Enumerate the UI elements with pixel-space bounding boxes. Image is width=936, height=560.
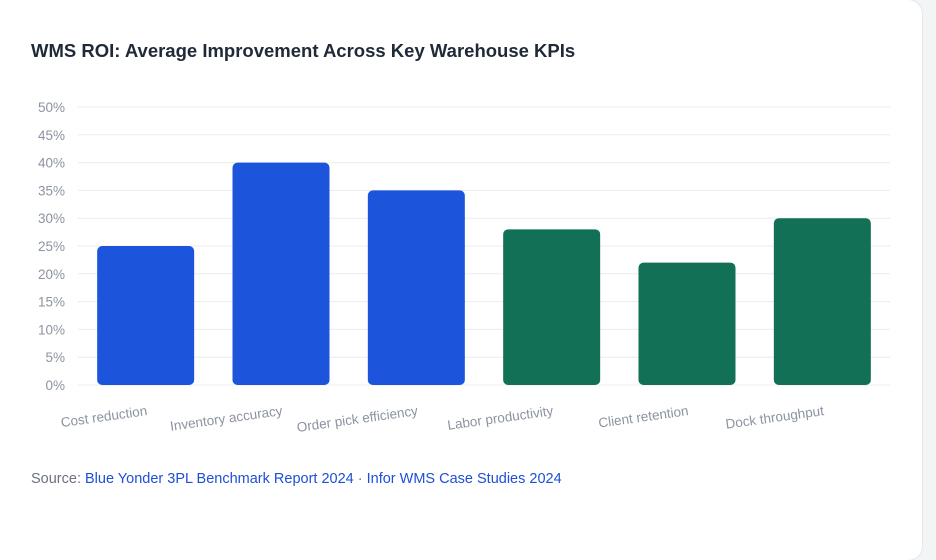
x-tick-label: Order pick efficiency	[296, 403, 419, 435]
chart-title: WMS ROI: Average Improvement Across Key …	[31, 40, 576, 61]
bar	[638, 262, 736, 385]
y-tick-label: 15%	[38, 295, 65, 310]
x-tick-label: Client retention	[597, 403, 689, 430]
source-separator: ·	[357, 471, 363, 487]
x-tick-label: Dock throughput	[725, 403, 825, 432]
y-tick-label: 45%	[38, 128, 65, 143]
y-tick-label: 25%	[38, 239, 65, 254]
source-line: Source: Blue Yonder 3PL Benchmark Report…	[31, 471, 562, 487]
x-tick-label: Labor productivity	[446, 403, 554, 433]
x-tick-label: Cost reduction	[60, 403, 148, 430]
x-tick-label: Inventory accuracy	[169, 403, 284, 434]
bar	[367, 190, 465, 385]
bar	[503, 229, 601, 385]
bar	[232, 162, 330, 385]
source-link-infor[interactable]: Infor WMS Case Studies 2024	[366, 471, 562, 487]
y-tick-label: 5%	[45, 350, 65, 365]
y-tick-label: 10%	[38, 322, 65, 337]
y-tick-label: 35%	[38, 183, 65, 198]
y-tick-label: 0%	[45, 378, 65, 393]
y-tick-label: 30%	[38, 211, 65, 226]
bar-chart: 0% 5% 10% 15% 20% 25% 30% 35% 40% 45% 50% Cost redu…	[38, 100, 890, 435]
bar	[97, 246, 195, 385]
bar	[773, 218, 871, 385]
y-tick-label: 50%	[38, 100, 65, 115]
y-tick-label: 20%	[38, 267, 65, 282]
source-label: Source:	[31, 471, 81, 487]
source-link-blue-yonder[interactable]: Blue Yonder 3PL Benchmark Report 2024	[85, 471, 354, 487]
y-tick-label: 40%	[38, 156, 65, 171]
